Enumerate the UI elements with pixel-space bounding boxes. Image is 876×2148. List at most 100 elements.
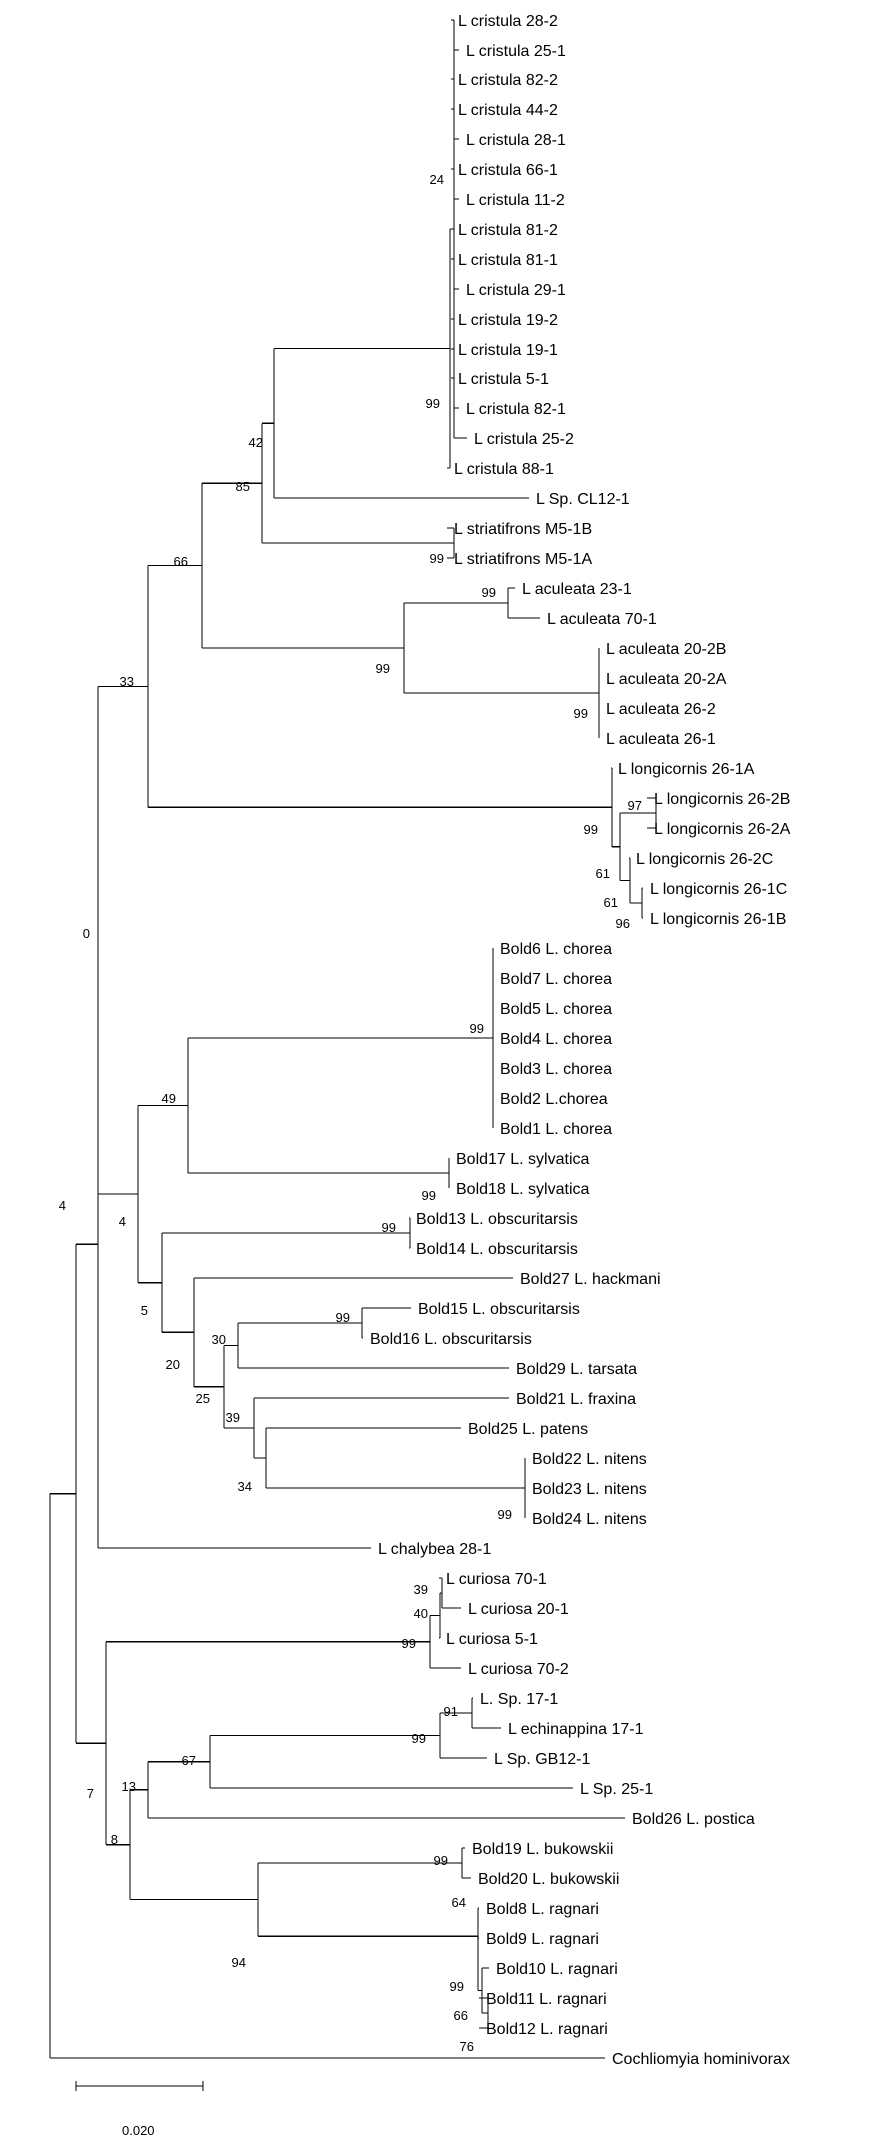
support-value: 91 <box>444 1704 458 1719</box>
leaf-label: Cochliomyia hominivorax <box>612 2051 790 2068</box>
support-value: 40 <box>414 1606 428 1621</box>
leaf-label: L cristula 25-1 <box>466 43 566 60</box>
support-value: 76 <box>460 2039 474 2054</box>
leaf-label: L cristula 81-2 <box>458 222 558 239</box>
leaf-label: L cristula 19-1 <box>458 342 558 359</box>
leaf-label: Bold9 L. ragnari <box>486 1931 599 1948</box>
support-value: 99 <box>412 1731 426 1746</box>
support-value: 20 <box>166 1357 180 1372</box>
scale-bar-label: 0.020 <box>122 2123 155 2138</box>
support-value: 39 <box>414 1582 428 1597</box>
leaf-label: L chalybea 28-1 <box>378 1541 491 1558</box>
leaf-label: L striatifrons M5-1B <box>454 521 592 538</box>
leaf-label: L cristula 82-2 <box>458 72 558 89</box>
leaf-label: L curiosa 70-1 <box>446 1571 547 1588</box>
support-value: 64 <box>452 1895 466 1910</box>
leaf-label: Bold19 L. bukowskii <box>472 1841 613 1858</box>
support-value: 25 <box>196 1391 210 1406</box>
leaf-label: Bold26 L. postica <box>632 1811 755 1828</box>
leaf-label: Bold17 L. sylvatica <box>456 1151 590 1168</box>
leaf-label: L longicornis 26-2B <box>654 791 790 808</box>
support-value: 42 <box>249 435 263 450</box>
leaf-label: L. Sp. 17-1 <box>480 1691 558 1708</box>
leaf-label: L curiosa 70-2 <box>468 1661 569 1678</box>
support-value: 34 <box>238 1479 252 1494</box>
support-value: 4 <box>119 1214 126 1229</box>
leaf-label: Bold18 L. sylvatica <box>456 1181 590 1198</box>
leaf-label: Bold7 L. chorea <box>500 971 612 988</box>
support-value: 99 <box>376 661 390 676</box>
leaf-labels: L cristula 28-2 L cristula 25-1 L cristula… <box>370 13 791 2068</box>
support-value: 99 <box>434 1853 448 1868</box>
leaf-label: L cristula 82-1 <box>466 401 566 418</box>
leaf-label: Bold27 L. hackmani <box>520 1271 661 1288</box>
leaf-label: Bold20 L. bukowskii <box>478 1871 619 1888</box>
leaf-label: Bold22 L. nitens <box>532 1451 647 1468</box>
support-value: 99 <box>382 1220 396 1235</box>
support-value: 99 <box>482 585 496 600</box>
support-value: 61 <box>604 895 618 910</box>
leaf-label: L cristula 44-2 <box>458 102 558 119</box>
support-value: 96 <box>616 916 630 931</box>
support-value: 4 <box>59 1198 66 1213</box>
leaf-label: Bold29 L. tarsata <box>516 1361 637 1378</box>
support-value: 5 <box>141 1303 148 1318</box>
leaf-label: Bold15 L. obscuritarsis <box>418 1301 580 1318</box>
leaf-label: L longicornis 26-1A <box>618 761 755 778</box>
support-value: 99 <box>402 1636 416 1651</box>
leaf-label: L cristula 66-1 <box>458 162 558 179</box>
tree-branches <box>49 19 657 2059</box>
leaf-label: Bold16 L. obscuritarsis <box>370 1331 532 1348</box>
leaf-label: Bold23 L. nitens <box>532 1481 647 1498</box>
leaf-label: L aculeata 20-2B <box>606 641 726 658</box>
leaf-label: L cristula 29-1 <box>466 282 566 299</box>
support-value: 61 <box>596 866 610 881</box>
support-value: 99 <box>584 822 598 837</box>
support-value: 99 <box>426 396 440 411</box>
leaf-label: L cristula 28-2 <box>458 13 558 30</box>
leaf-label: Bold3 L. chorea <box>500 1061 612 1078</box>
support-value: 99 <box>470 1021 484 1036</box>
leaf-label: L aculeata 20-2A <box>606 671 727 688</box>
leaf-label: Bold10 L. ragnari <box>496 1961 618 1978</box>
leaf-label: L curiosa 20-1 <box>468 1601 569 1618</box>
support-value: 30 <box>212 1332 226 1347</box>
support-value: 99 <box>430 551 444 566</box>
support-value: 85 <box>236 479 250 494</box>
leaf-label: L aculeata 26-2 <box>606 701 716 718</box>
leaf-label: L longicornis 26-1B <box>650 911 786 928</box>
support-value: 8 <box>111 1832 118 1847</box>
leaf-label: L aculeata 26-1 <box>606 731 716 748</box>
leaf-label: Bold25 L. patens <box>468 1421 588 1438</box>
leaf-label: Bold13 L. obscuritarsis <box>416 1211 578 1228</box>
support-value: 99 <box>450 1979 464 1994</box>
leaf-label: Bold2 L.chorea <box>500 1091 608 1108</box>
leaf-label: Bold11 L. ragnari <box>486 1991 607 2008</box>
support-value: 7 <box>87 1786 94 1801</box>
support-value: 33 <box>120 674 134 689</box>
support-values: 2499429985999999669796616199339999499999… <box>59 172 642 2054</box>
support-value: 66 <box>174 554 188 569</box>
leaf-label: L cristula 25-2 <box>474 431 574 448</box>
scale-bar: 0.020 <box>75 2081 204 2138</box>
leaf-label: L longicornis 26-1C <box>650 881 787 898</box>
leaf-label: Bold4 L. chorea <box>500 1031 612 1048</box>
leaf-label: L longicornis 26-2A <box>654 821 791 838</box>
support-value: 66 <box>454 2008 468 2023</box>
support-value: 49 <box>162 1091 176 1106</box>
leaf-label: L Sp. CL12-1 <box>536 491 630 508</box>
support-value: 0 <box>83 926 90 941</box>
support-value: 97 <box>628 798 642 813</box>
leaf-label: L cristula 81-1 <box>458 252 558 269</box>
support-value: 39 <box>226 1410 240 1425</box>
leaf-label: L cristula 5-1 <box>458 371 549 388</box>
support-value: 99 <box>422 1188 436 1203</box>
leaf-label: L aculeata 23-1 <box>522 581 632 598</box>
leaf-label: Bold5 L. chorea <box>500 1001 612 1018</box>
leaf-label: L curiosa 5-1 <box>446 1631 538 1648</box>
support-value: 24 <box>430 172 444 187</box>
leaf-label: L echinappina 17-1 <box>508 1721 644 1738</box>
leaf-label: L cristula 11-2 <box>466 192 565 209</box>
leaf-label: Bold8 L. ragnari <box>486 1901 599 1918</box>
